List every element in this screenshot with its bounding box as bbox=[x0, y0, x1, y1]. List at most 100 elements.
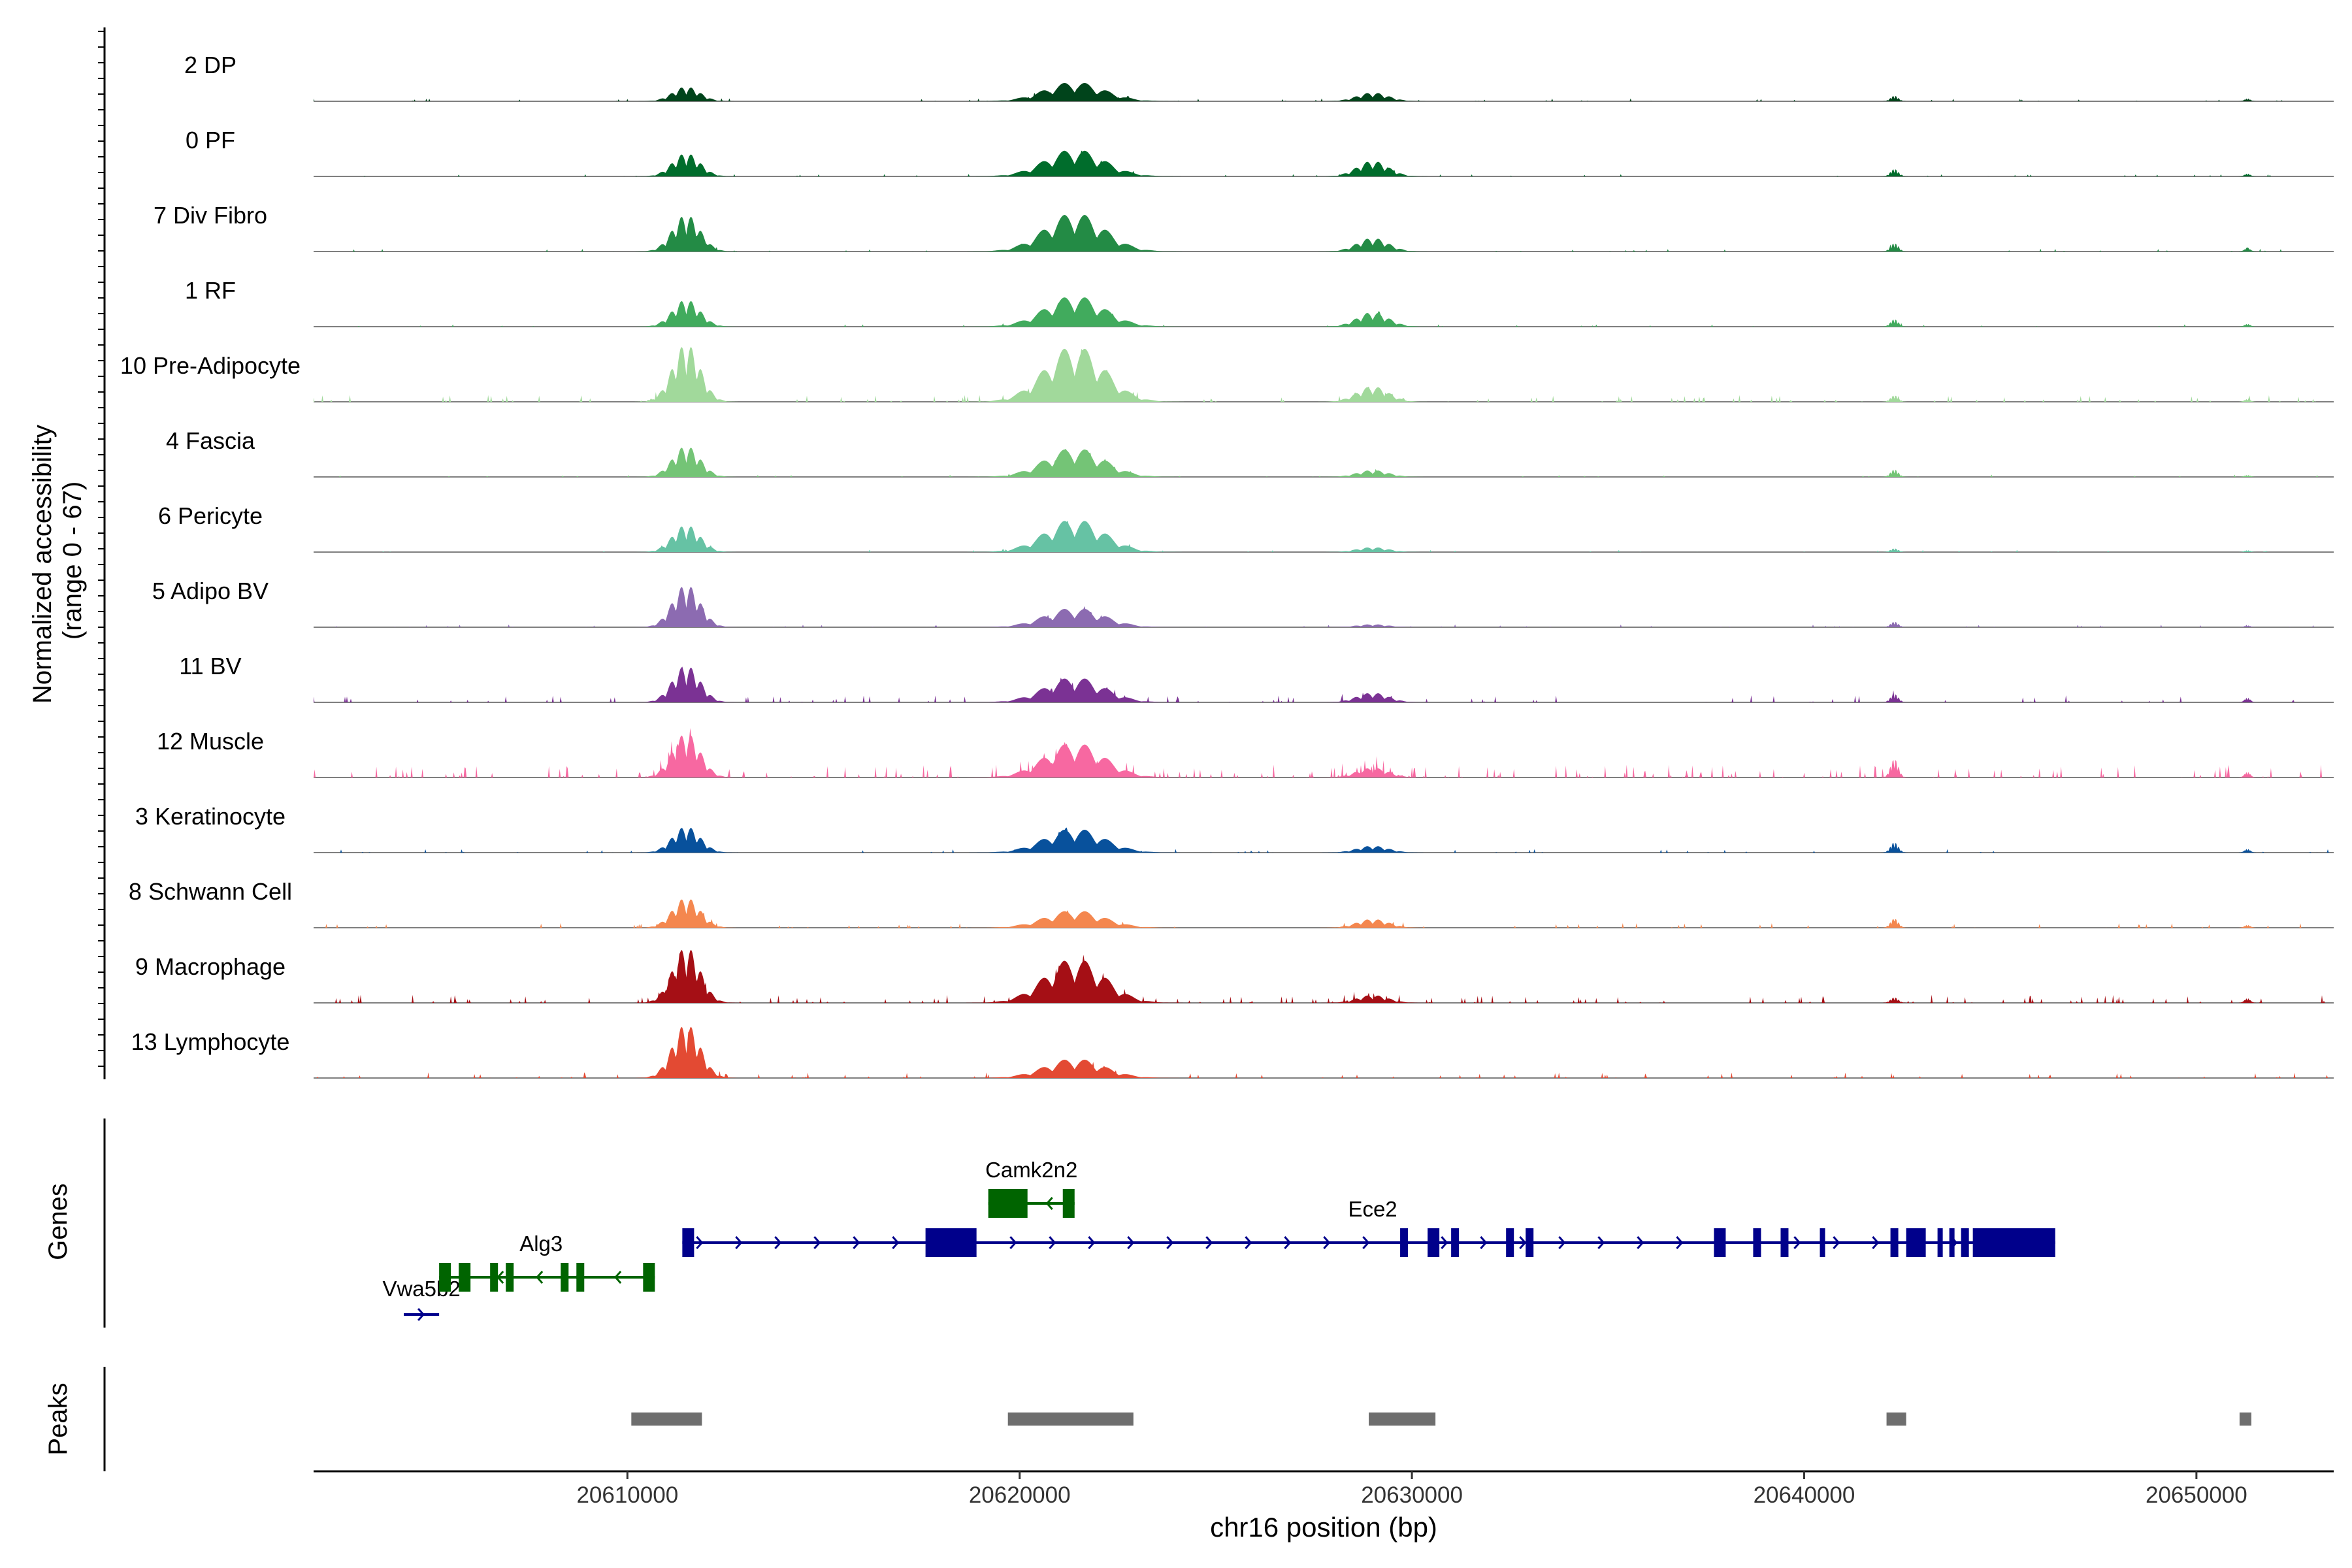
exon bbox=[1714, 1228, 1726, 1257]
strand-arrow bbox=[1245, 1236, 1252, 1249]
exon bbox=[1937, 1228, 1943, 1257]
track-2-dp: 2 DP bbox=[184, 52, 2334, 102]
strand-arrow bbox=[1597, 1236, 1605, 1249]
track-label: 8 Schwann Cell bbox=[129, 878, 292, 905]
track-9-macrophage: 9 Macrophage bbox=[135, 949, 2334, 1004]
peak-bar bbox=[1007, 1413, 1134, 1426]
exon bbox=[439, 1263, 451, 1292]
track-5-adipo-bv: 5 Adipo BV bbox=[152, 578, 2334, 628]
gene-label: Ece2 bbox=[1348, 1197, 1397, 1221]
strand-arrow bbox=[536, 1271, 544, 1284]
exon bbox=[1451, 1228, 1460, 1257]
strand-arrow bbox=[1480, 1236, 1488, 1249]
track-7-div-fibro: 7 Div Fibro bbox=[154, 202, 2334, 252]
coverage-area bbox=[314, 587, 2334, 627]
track-label: 10 Pre-Adipocyte bbox=[120, 352, 301, 379]
track-label: 4 Fascia bbox=[166, 427, 255, 454]
strand-arrow bbox=[1833, 1236, 1840, 1249]
exon bbox=[1526, 1228, 1534, 1257]
genes-panel-title: Genes bbox=[44, 1183, 73, 1260]
exon bbox=[1890, 1228, 1899, 1257]
exon bbox=[561, 1263, 569, 1292]
track-label: 1 RF bbox=[185, 277, 236, 304]
strand-arrow bbox=[853, 1236, 860, 1249]
track-13-lymphocyte: 13 Lymphocyte bbox=[131, 1026, 2334, 1079]
strand-arrow bbox=[1872, 1236, 1880, 1249]
exon bbox=[1961, 1228, 1969, 1257]
track-label: 0 PF bbox=[186, 127, 235, 154]
gene-camk2n2: Camk2n2 bbox=[985, 1158, 1077, 1218]
strand-arrow bbox=[1166, 1236, 1174, 1249]
track-label: 7 Div Fibro bbox=[154, 202, 267, 229]
strand-arrow bbox=[1793, 1236, 1801, 1249]
strand-arrow bbox=[735, 1236, 743, 1249]
strand-arrow bbox=[1323, 1236, 1331, 1249]
strand-arrow bbox=[1558, 1236, 1566, 1249]
coverage-area bbox=[314, 215, 2334, 252]
exon bbox=[1400, 1228, 1409, 1257]
strand-arrow bbox=[1127, 1236, 1135, 1249]
gene-label: Alg3 bbox=[519, 1232, 563, 1256]
track-6-pericyte: 6 Pericyte bbox=[158, 502, 2334, 553]
peak-bar bbox=[1369, 1413, 1436, 1426]
exon bbox=[506, 1263, 514, 1292]
exon bbox=[1949, 1228, 1955, 1257]
track-label: 3 Keratinocyte bbox=[135, 803, 286, 830]
strand-arrow bbox=[1088, 1236, 1096, 1249]
x-tick-label: 20620000 bbox=[969, 1482, 1071, 1508]
gene-alg3: Alg3 bbox=[439, 1232, 655, 1292]
y-axis-ticks bbox=[98, 31, 105, 1067]
track-3-keratinocyte: 3 Keratinocyte bbox=[135, 803, 2334, 853]
strand-arrow bbox=[1284, 1236, 1292, 1249]
peak-bar bbox=[631, 1413, 702, 1426]
strand-arrow bbox=[1676, 1236, 1684, 1249]
coverage-tracks: 2 DP 0 PF 7 Div Fibro 1 RF 10 Pre-Adipocyte 4… bbox=[120, 52, 2334, 1079]
strand-arrow bbox=[1045, 1197, 1053, 1210]
strand-arrow bbox=[1049, 1236, 1056, 1249]
y-axis-label-line2: (range 0 - 67) bbox=[58, 482, 87, 640]
track-0-pf: 0 PF bbox=[186, 127, 2334, 177]
strand-arrow bbox=[614, 1271, 622, 1284]
coverage-area bbox=[314, 150, 2334, 176]
track-label: 2 DP bbox=[184, 52, 237, 78]
strand-arrow bbox=[696, 1236, 704, 1249]
exon bbox=[1780, 1228, 1789, 1257]
coverage-area bbox=[314, 521, 2334, 552]
coverage-area bbox=[314, 297, 2334, 327]
strand-arrow bbox=[1205, 1236, 1213, 1249]
exon bbox=[643, 1263, 655, 1292]
x-tick-label: 20650000 bbox=[2146, 1482, 2247, 1508]
strand-arrow bbox=[1362, 1236, 1370, 1249]
gene-ece2: Ece2 bbox=[682, 1197, 2055, 1257]
track-label: 11 BV bbox=[179, 653, 241, 679]
x-axis-ticks: 20610000 20620000 20630000 20640000 20650000 bbox=[576, 1471, 2247, 1508]
x-tick-label: 20610000 bbox=[576, 1482, 678, 1508]
peaks-panel-title: Peaks bbox=[44, 1382, 73, 1455]
coverage-area bbox=[314, 1026, 2334, 1078]
gene-label: Camk2n2 bbox=[985, 1158, 1077, 1182]
y-axis-label: Normalized accessibility (range 0 - 67) bbox=[28, 417, 87, 704]
strand-arrow bbox=[774, 1236, 782, 1249]
exon bbox=[682, 1228, 694, 1257]
strand-arrow bbox=[813, 1236, 821, 1249]
coverage-area bbox=[314, 899, 2334, 928]
coverage-area bbox=[314, 448, 2334, 477]
exon bbox=[1820, 1228, 1825, 1257]
coverage-area bbox=[314, 949, 2334, 1003]
track-1-rf: 1 RF bbox=[185, 277, 2334, 327]
exon bbox=[1506, 1228, 1514, 1257]
exon bbox=[1753, 1228, 1761, 1257]
peak-bar bbox=[1886, 1413, 1906, 1426]
strand-arrow bbox=[1519, 1236, 1527, 1249]
coverage-area bbox=[314, 728, 2334, 777]
coverage-area bbox=[314, 347, 2334, 402]
exon bbox=[490, 1263, 498, 1292]
peak-bar bbox=[2239, 1413, 2251, 1426]
exon bbox=[988, 1189, 1028, 1218]
exon bbox=[1972, 1228, 2055, 1257]
exon bbox=[1906, 1228, 1926, 1257]
exon bbox=[1428, 1228, 1440, 1257]
exon bbox=[459, 1263, 471, 1292]
